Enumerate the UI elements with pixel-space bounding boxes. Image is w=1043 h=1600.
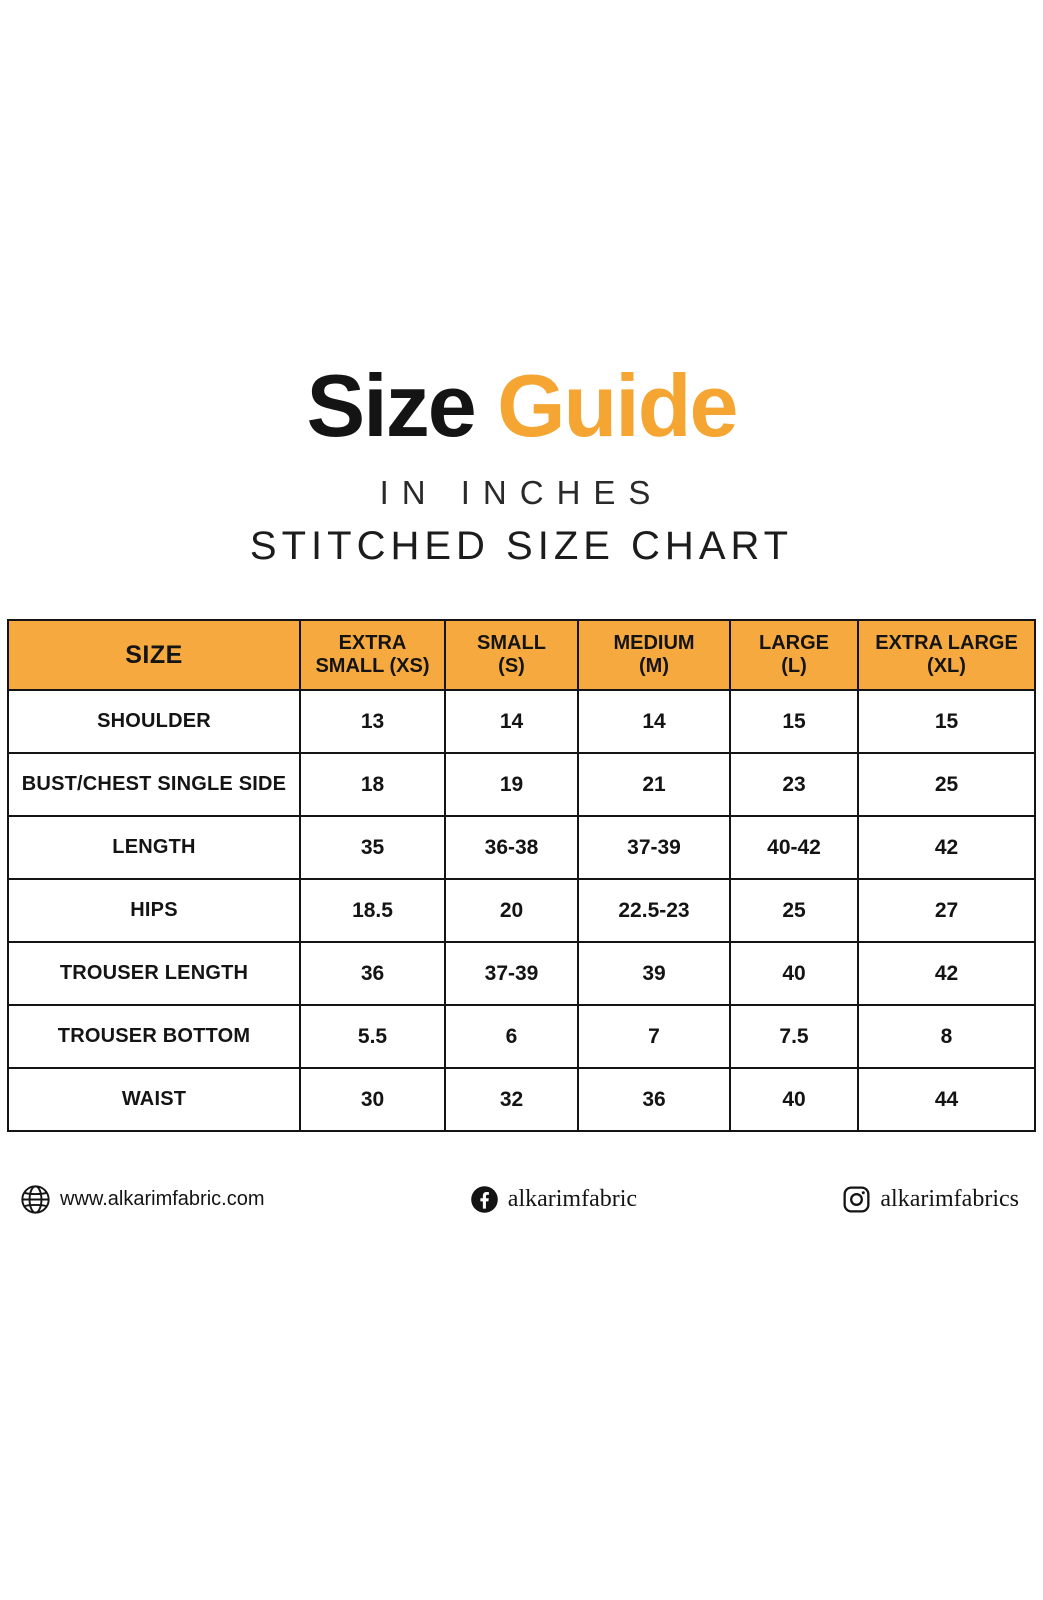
instagram-icon bbox=[842, 1185, 871, 1214]
footer: www.alkarimfabric.com alkarimfabric bbox=[0, 1184, 1043, 1215]
row-label: WAIST bbox=[7, 1067, 301, 1132]
size-value-cell: 25 bbox=[729, 878, 859, 943]
size-value-cell: 37-39 bbox=[444, 941, 579, 1006]
header-cell: SMALL (S) bbox=[444, 619, 579, 691]
size-value-cell: 27 bbox=[857, 878, 1036, 943]
row-label: BUST/CHEST SINGLE SIDE bbox=[7, 752, 301, 817]
row-label: TROUSER LENGTH bbox=[7, 941, 301, 1006]
size-value-cell: 35 bbox=[299, 815, 446, 880]
size-value-cell: 42 bbox=[857, 941, 1036, 1006]
size-value-cell: 32 bbox=[444, 1067, 579, 1132]
size-value-cell: 18 bbox=[299, 752, 446, 817]
size-value-cell: 7 bbox=[577, 1004, 731, 1069]
size-value-cell: 5.5 bbox=[299, 1004, 446, 1069]
title-word-guide: Guide bbox=[497, 356, 738, 455]
size-value-cell: 23 bbox=[729, 752, 859, 817]
size-value-cell: 44 bbox=[857, 1067, 1036, 1132]
globe-icon bbox=[20, 1184, 51, 1215]
size-value-cell: 22.5-23 bbox=[577, 878, 731, 943]
row-label: TROUSER BOTTOM bbox=[7, 1004, 301, 1069]
instagram-label: alkarimfabrics bbox=[880, 1186, 1019, 1212]
size-value-cell: 6 bbox=[444, 1004, 579, 1069]
table-row: TROUSER BOTTOM 5.5 6 7 7.5 8 bbox=[7, 1004, 1036, 1069]
page-title: Size Guide bbox=[0, 362, 1043, 450]
size-value-cell: 15 bbox=[729, 689, 859, 754]
size-value-cell: 8 bbox=[857, 1004, 1036, 1069]
size-value-cell: 20 bbox=[444, 878, 579, 943]
size-value-cell: 15 bbox=[857, 689, 1036, 754]
header-cell: MEDIUM (M) bbox=[577, 619, 731, 691]
size-value-cell: 13 bbox=[299, 689, 446, 754]
size-value-cell: 30 bbox=[299, 1067, 446, 1132]
table-row: HIPS 18.5 20 22.5-23 25 27 bbox=[7, 878, 1036, 943]
footer-facebook: alkarimfabric bbox=[470, 1185, 637, 1214]
row-label: HIPS bbox=[7, 878, 301, 943]
header-cell: LARGE (L) bbox=[729, 619, 859, 691]
size-table: SIZE EXTRA SMALL (XS) SMALL (S) MEDIUM (M) L… bbox=[7, 619, 1036, 1132]
website-label: www.alkarimfabric.com bbox=[60, 1188, 265, 1210]
subtitle-stitched-size-chart: STITCHED SIZE CHART bbox=[249, 524, 794, 568]
table-row: BUST/CHEST SINGLE SIDE 18 19 21 23 25 bbox=[7, 752, 1036, 817]
size-value-cell: 42 bbox=[857, 815, 1036, 880]
size-value-cell: 37-39 bbox=[577, 815, 731, 880]
facebook-label: alkarimfabric bbox=[507, 1186, 638, 1212]
size-value-cell: 14 bbox=[444, 689, 579, 754]
header-cell: EXTRA SMALL (XS) bbox=[299, 619, 446, 691]
size-value-cell: 36 bbox=[577, 1067, 731, 1132]
size-value-cell: 40 bbox=[729, 1067, 859, 1132]
size-value-cell: 21 bbox=[577, 752, 731, 817]
size-table-head-row: SIZE EXTRA SMALL (XS) SMALL (S) MEDIUM (M) L… bbox=[7, 619, 1036, 691]
size-value-cell: 40-42 bbox=[729, 815, 859, 880]
size-value-cell: 39 bbox=[577, 941, 731, 1006]
header-cell-size: SIZE bbox=[7, 619, 301, 691]
subtitle-in-inches: IN INCHES bbox=[379, 474, 664, 511]
facebook-icon bbox=[470, 1185, 499, 1214]
title-word-size: Size bbox=[306, 356, 477, 455]
row-label: SHOULDER bbox=[7, 689, 301, 754]
size-value-cell: 7.5 bbox=[729, 1004, 859, 1069]
footer-instagram: alkarimfabrics bbox=[842, 1185, 1019, 1214]
size-value-cell: 25 bbox=[857, 752, 1036, 817]
row-label: LENGTH bbox=[7, 815, 301, 880]
size-value-cell: 36-38 bbox=[444, 815, 579, 880]
table-row: SHOULDER 13 14 14 15 15 bbox=[7, 689, 1036, 754]
table-row: TROUSER LENGTH 36 37-39 39 40 42 bbox=[7, 941, 1036, 1006]
size-value-cell: 18.5 bbox=[299, 878, 446, 943]
size-value-cell: 14 bbox=[577, 689, 731, 754]
table-row: LENGTH 35 36-38 37-39 40-42 42 bbox=[7, 815, 1036, 880]
header-cell: EXTRA LARGE (XL) bbox=[857, 619, 1036, 691]
footer-website: www.alkarimfabric.com bbox=[20, 1184, 264, 1215]
table-row: WAIST 30 32 36 40 44 bbox=[7, 1067, 1036, 1132]
size-value-cell: 40 bbox=[729, 941, 859, 1006]
size-value-cell: 19 bbox=[444, 752, 579, 817]
size-table-body: SHOULDER 13 14 14 15 15 BUST/CHEST SINGLE SIDE… bbox=[7, 689, 1036, 1132]
size-value-cell: 36 bbox=[299, 941, 446, 1006]
